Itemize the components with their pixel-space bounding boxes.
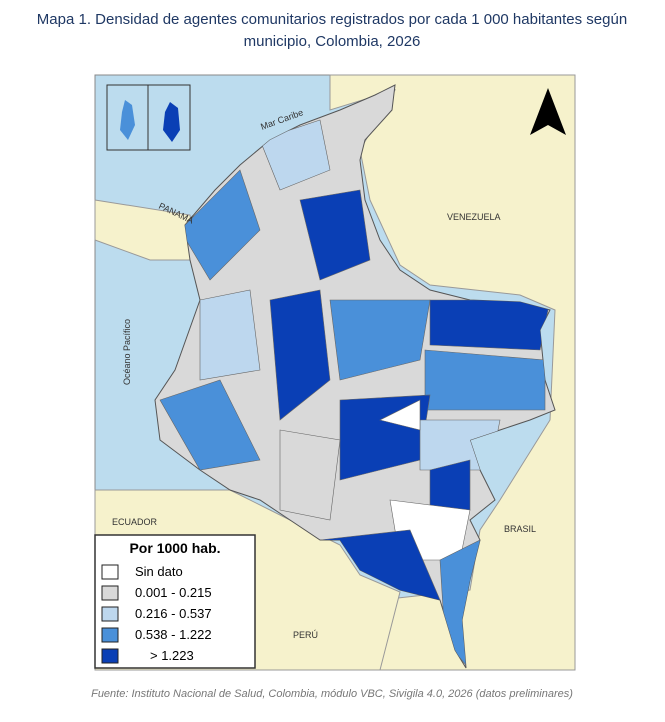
north-arrow — [530, 88, 566, 135]
land-panama — [94, 199, 196, 261]
legend-label: 0.538 - 1.222 — [135, 627, 212, 642]
legend-label: > 1.223 — [150, 648, 194, 663]
legend-label: 0.001 - 0.215 — [135, 585, 212, 600]
title: Mapa 1. Densidad de agentes comunitarios… — [37, 11, 627, 28]
label-ecuador: ECUADOR — [112, 517, 158, 527]
label-pacific: Océano Pacífico — [122, 319, 132, 385]
regions — [159, 119, 551, 668]
legend-swatch — [101, 585, 119, 601]
legend-swatch — [101, 564, 119, 580]
source: Fuente: Instituto Nacional de Salud, Col… — [91, 688, 573, 700]
legend-label: 0.216 - 0.537 — [135, 606, 212, 621]
legend-label: Sin dato — [135, 564, 183, 579]
title: municipio, Colombia, 2026 — [244, 33, 421, 50]
label-peru: PERÚ — [293, 630, 318, 640]
legend: Por 1000 hab. Sin dato 0.001 - 0.215 0.216… — [94, 534, 256, 669]
label-venezuela: VENEZUELA — [447, 212, 501, 222]
legend-swatch — [101, 627, 119, 643]
map: Mar Caribe PANAMÁ VENEZUELA Océano Pacíf… — [94, 74, 576, 671]
legend-swatch — [101, 606, 119, 622]
legend-title: Por 1000 hab. — [129, 540, 220, 556]
legend-swatch — [101, 648, 119, 664]
inset — [106, 84, 191, 151]
label-brasil: BRASIL — [504, 524, 536, 534]
land-east — [329, 74, 576, 671]
